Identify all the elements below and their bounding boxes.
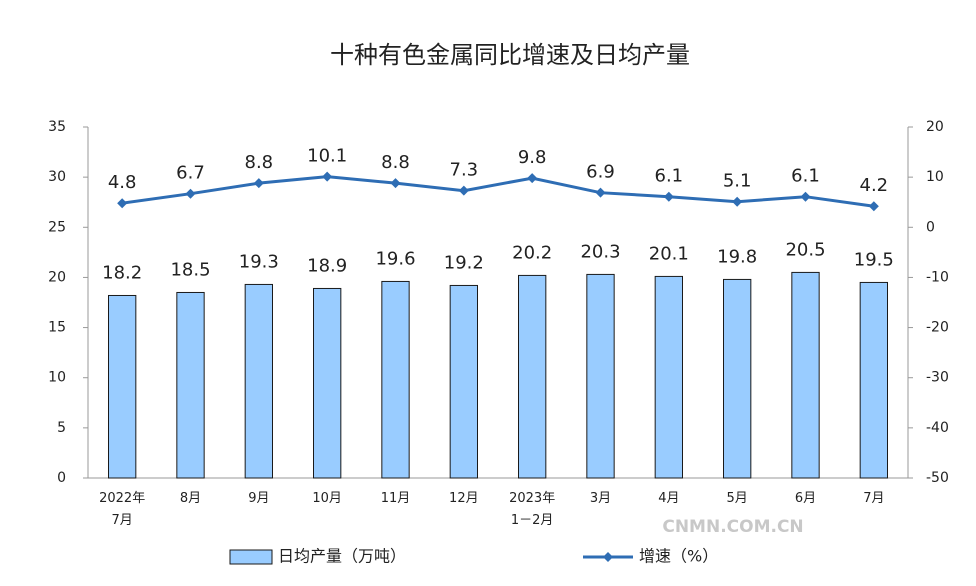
line-marker xyxy=(527,173,538,184)
line-value-label: 4.2 xyxy=(860,175,889,196)
y2-tick-label: -50 xyxy=(926,470,949,486)
bar xyxy=(108,294,137,479)
bar-value-label: 18.5 xyxy=(170,259,210,280)
x-tick-label: 5月 xyxy=(727,491,748,506)
x-tick-label: 10月 xyxy=(312,491,342,506)
y-tick-label: 15 xyxy=(48,320,66,336)
x-tick-label: 8月 xyxy=(180,491,201,506)
y2-tick-label: -40 xyxy=(926,420,949,436)
line-value-label: 4.8 xyxy=(108,172,137,193)
bar-value-label: 19.3 xyxy=(239,251,279,272)
line-marker xyxy=(868,201,879,212)
line-marker xyxy=(595,187,606,198)
line-value-label: 9.8 xyxy=(518,147,547,168)
line-value-label: 8.8 xyxy=(245,152,274,173)
y2-tick-label: 0 xyxy=(926,219,935,235)
y-tick-label: 0 xyxy=(57,470,66,486)
bar-value-label: 19.5 xyxy=(854,249,894,270)
line-value-label: 7.3 xyxy=(450,160,479,181)
legend-label: 增速（%） xyxy=(639,547,718,566)
bar xyxy=(654,275,684,479)
line-marker xyxy=(253,178,264,189)
legend-swatch xyxy=(229,549,273,565)
bar xyxy=(313,287,342,479)
bar xyxy=(723,278,752,479)
line-value-label: 5.1 xyxy=(723,171,752,192)
legend-label: 日均产量（万吨） xyxy=(278,547,406,566)
chart-title: 十种有色金属同比增速及日均产量 xyxy=(330,41,690,69)
x-tick-label: 12月 xyxy=(449,491,479,506)
bar xyxy=(244,283,274,479)
bar-value-label: 20.2 xyxy=(512,242,552,263)
line-value-label: 6.1 xyxy=(655,166,684,187)
bar-value-label: 20.1 xyxy=(649,243,689,264)
y-tick-label: 30 xyxy=(48,169,66,185)
x-tick-label: 11月 xyxy=(381,491,411,506)
y-tick-label: 35 xyxy=(48,119,66,135)
y-tick-label: 10 xyxy=(48,370,66,386)
x-tick-label: 3月 xyxy=(590,491,611,506)
bar xyxy=(518,274,547,479)
line-marker xyxy=(732,196,743,207)
bar-value-label: 20.5 xyxy=(785,239,825,260)
bar xyxy=(586,273,615,479)
line-value-label: 6.7 xyxy=(176,163,205,184)
y2-tick-label: -10 xyxy=(926,269,949,285)
y-tick-label: 20 xyxy=(48,269,66,285)
x-tick-label: 9月 xyxy=(248,491,269,506)
line xyxy=(121,175,875,208)
line-marker xyxy=(322,171,333,182)
watermark: CNMN.COM.CN xyxy=(662,517,803,537)
y2-tick-label: 10 xyxy=(926,169,944,185)
y-tick-label: 5 xyxy=(57,420,66,436)
y2-tick-label: -20 xyxy=(926,320,949,336)
bar xyxy=(449,284,478,479)
y2-tick-label: 20 xyxy=(926,119,944,135)
line-marker xyxy=(390,178,401,189)
bar-value-label: 19.2 xyxy=(444,252,484,273)
bar-value-label: 19.8 xyxy=(717,246,757,267)
line-value-label: 6.9 xyxy=(586,162,615,183)
bar xyxy=(859,281,889,479)
line-marker xyxy=(117,198,128,209)
x-tick-label: 7月 xyxy=(863,491,884,506)
x-tick-label: 6月 xyxy=(795,491,816,506)
bar xyxy=(381,280,410,479)
bar-value-label: 18.9 xyxy=(307,255,347,276)
line-value-label: 6.1 xyxy=(791,166,820,187)
bar-value-label: 19.6 xyxy=(375,248,415,269)
line-value-label: 10.1 xyxy=(307,146,347,167)
x-tick-label: 2023年 1－2月 xyxy=(509,491,555,528)
bar-value-label: 20.3 xyxy=(580,241,620,262)
line-marker xyxy=(800,191,811,202)
bar xyxy=(176,291,205,479)
line-marker xyxy=(458,185,469,196)
bar-value-label: 18.2 xyxy=(102,262,142,283)
line-marker xyxy=(663,191,674,202)
y2-tick-label: -30 xyxy=(926,370,949,386)
x-tick-label: 2022年 7月 xyxy=(99,491,145,528)
legend-marker xyxy=(603,552,613,562)
bar xyxy=(791,271,820,479)
y-tick-label: 25 xyxy=(48,219,66,235)
x-tick-label: 4月 xyxy=(658,491,679,506)
line-value-label: 8.8 xyxy=(381,152,410,173)
line-marker xyxy=(185,188,196,199)
